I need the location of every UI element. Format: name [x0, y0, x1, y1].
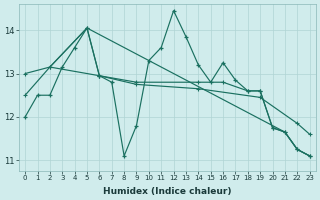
X-axis label: Humidex (Indice chaleur): Humidex (Indice chaleur): [103, 187, 232, 196]
